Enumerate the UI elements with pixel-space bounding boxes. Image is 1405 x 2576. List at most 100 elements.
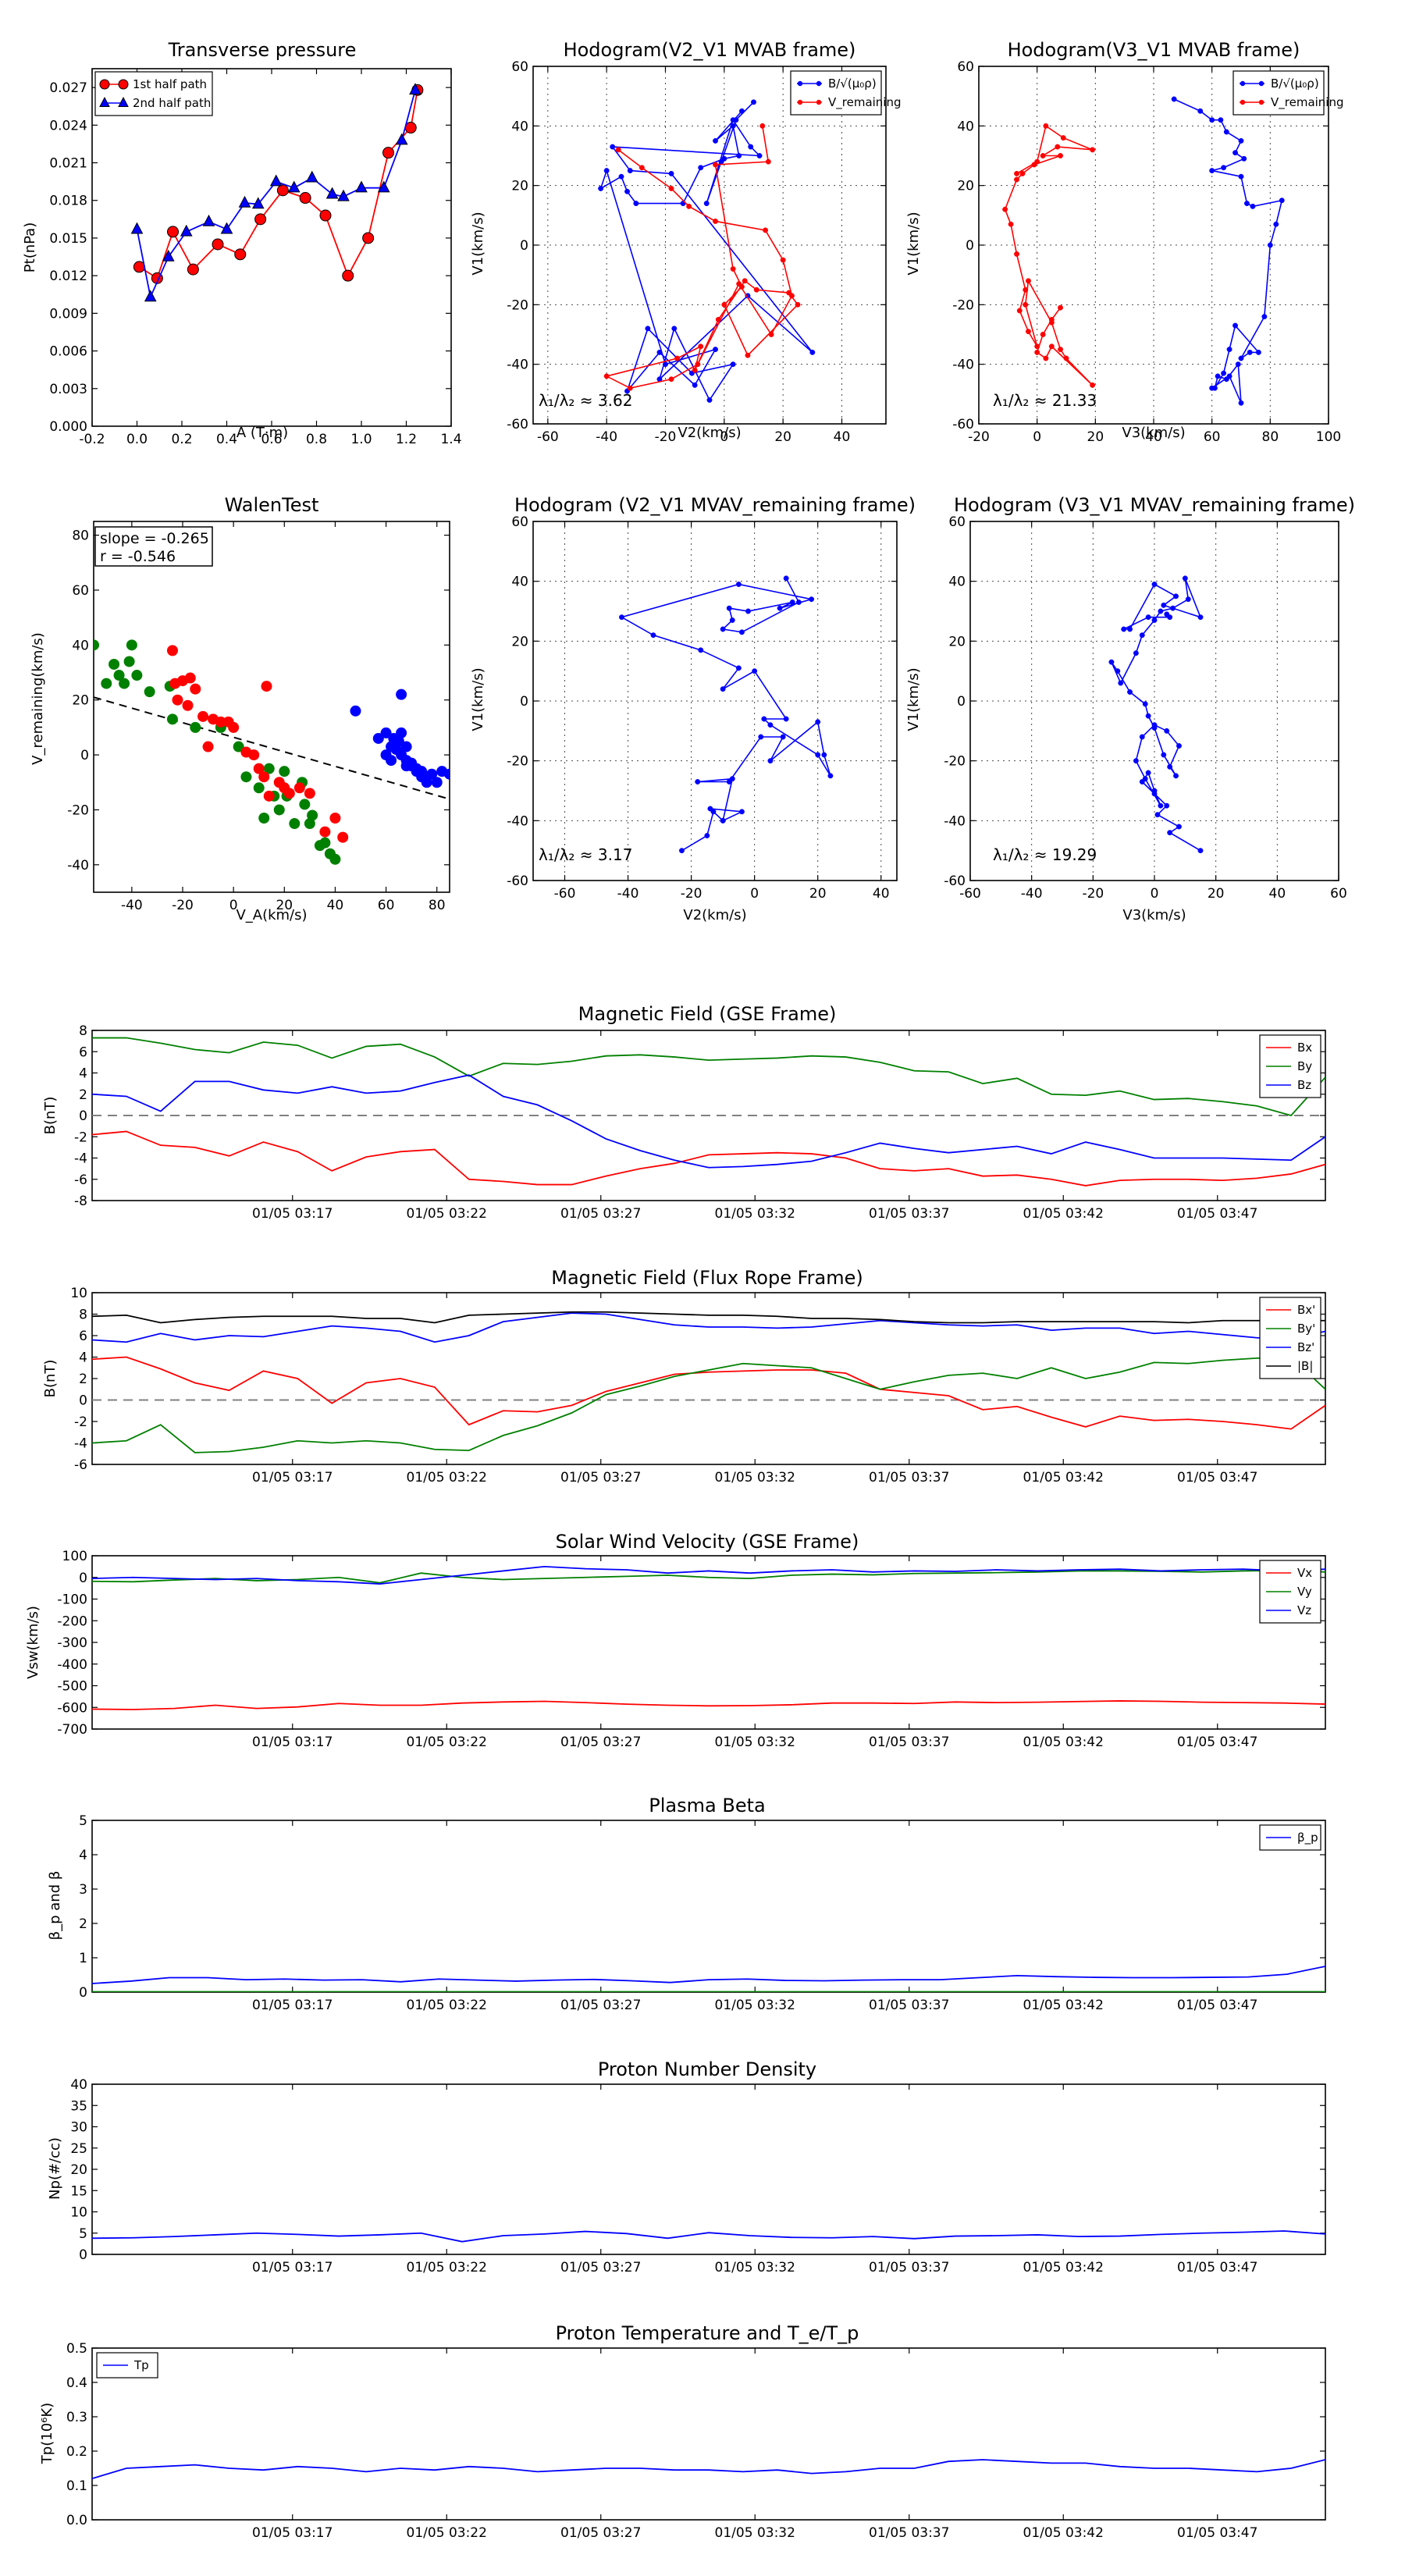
walen-point — [273, 804, 285, 816]
h3-point — [695, 779, 701, 785]
h3-point — [815, 752, 821, 758]
walen-point — [304, 788, 315, 799]
h2-point — [1215, 373, 1221, 379]
tp-frame — [91, 2347, 1326, 2521]
vsw-ytick-label: -600 — [57, 1700, 87, 1716]
walen-point — [337, 831, 349, 843]
h2-xtick-label: 80 — [1262, 429, 1279, 445]
h1-legend-marker — [816, 80, 822, 87]
pt-ytick-label: 0.012 — [49, 269, 87, 284]
tp-legend-label: Tp — [133, 2358, 149, 2372]
vsw-xtick-label: 01/05 03:47 — [1177, 1735, 1257, 1750]
bfr-xtick-label: 01/05 03:32 — [715, 1470, 795, 1485]
pt-xtick-label: 0.4 — [216, 432, 237, 447]
bfr-ytick-label: -6 — [74, 1457, 87, 1473]
np-xtick-label: 01/05 03:17 — [252, 2260, 333, 2275]
np-ytick-label: 10 — [70, 2205, 87, 2221]
vsw-ytick-label: -700 — [57, 1722, 87, 1738]
bgse-ytick-label: 8 — [79, 1023, 87, 1039]
h2-point — [1023, 286, 1029, 293]
pt-legend-marker — [99, 79, 110, 90]
pt-point — [202, 214, 215, 226]
walen-point — [261, 681, 272, 692]
walen-point — [396, 727, 407, 738]
h4-point — [1197, 848, 1204, 854]
pt-point — [144, 290, 157, 302]
h3-point — [815, 719, 821, 725]
h1-point — [668, 186, 674, 191]
h2-point — [1023, 301, 1029, 308]
vsw-ytick-label: -500 — [57, 1679, 87, 1695]
h4-point — [1185, 596, 1191, 603]
h2-ytick-label: 40 — [957, 119, 974, 134]
h3-point — [735, 665, 742, 671]
pt-point — [287, 180, 301, 193]
h1-point — [624, 188, 630, 194]
h1-point — [610, 144, 616, 150]
bfr-title: Magnetic Field (Flux Rope Frame) — [551, 1267, 863, 1289]
h1-point — [668, 376, 674, 382]
h2-point — [1058, 153, 1063, 158]
h1-point — [715, 316, 721, 322]
walen-point — [190, 721, 201, 733]
h2-point — [1247, 349, 1253, 355]
h3-point — [758, 734, 764, 740]
vsw-axes: Vx Vy Vz — [91, 1555, 1326, 1730]
pt-legend-marker — [99, 97, 110, 107]
np-xtick-label: 01/05 03:42 — [1023, 2260, 1104, 2275]
np-series-trace — [92, 2230, 1325, 2243]
h1-point — [703, 201, 710, 207]
pt-point — [325, 187, 339, 199]
h4-point — [1167, 830, 1173, 836]
walen-point — [190, 683, 201, 695]
h4-point — [1127, 689, 1133, 695]
h4-point — [1173, 593, 1179, 600]
h3-xtick-label: -20 — [681, 886, 702, 902]
np-title: Proton Number Density — [598, 2058, 816, 2080]
h1-point — [763, 227, 769, 233]
h4-point — [1118, 680, 1124, 686]
h3-point — [752, 668, 758, 674]
walen-ytick-label: -40 — [67, 858, 89, 873]
h2-point — [1221, 165, 1227, 171]
h1-legend-marker — [797, 80, 803, 87]
walen-point — [350, 705, 361, 717]
walen-point — [258, 771, 270, 783]
tp-xtick-label: 01/05 03:42 — [1023, 2525, 1104, 2541]
h3-point — [761, 716, 767, 722]
h1-legend-label: V_remaining — [828, 95, 902, 110]
h2-point — [1008, 221, 1014, 227]
h2-point — [1048, 316, 1055, 322]
h2-point — [1209, 168, 1215, 174]
h1-point — [738, 108, 745, 114]
h4-point — [1164, 728, 1170, 734]
np-ytick-label: 30 — [70, 2120, 87, 2136]
h2-point — [1273, 221, 1279, 227]
h1-legend-box — [790, 70, 882, 116]
bfr-xtick-label: 01/05 03:47 — [1177, 1470, 1257, 1485]
h3-point — [729, 617, 735, 623]
h1-point — [627, 168, 633, 174]
h3-point — [720, 626, 726, 632]
vsw-xtick-label: 01/05 03:22 — [407, 1735, 487, 1750]
pt-point — [276, 184, 289, 197]
bfr-legend-label: |B| — [1297, 1359, 1313, 1373]
walen-point — [197, 710, 209, 722]
pt-point — [395, 133, 408, 145]
h4-point — [1161, 752, 1167, 758]
walen-point — [126, 639, 137, 651]
h1-xtick-label: 0 — [720, 429, 728, 445]
walen-ytick-label: 0 — [80, 748, 89, 763]
h3-ytick-label: -20 — [507, 754, 528, 770]
h2-point — [1232, 150, 1238, 156]
h4-point — [1142, 701, 1148, 707]
vsw-ytick-label: -300 — [57, 1635, 87, 1651]
pt-point — [355, 180, 368, 193]
h3-xtick-label: 40 — [873, 886, 890, 902]
bfr-legend-box — [1259, 1297, 1321, 1379]
beta-legend-label: β_p — [1297, 1831, 1318, 1845]
walen-point — [372, 732, 384, 744]
h1-xtick-label: -20 — [655, 429, 677, 445]
walen-xtick-label: -40 — [121, 898, 143, 913]
h2-point — [1238, 173, 1244, 180]
